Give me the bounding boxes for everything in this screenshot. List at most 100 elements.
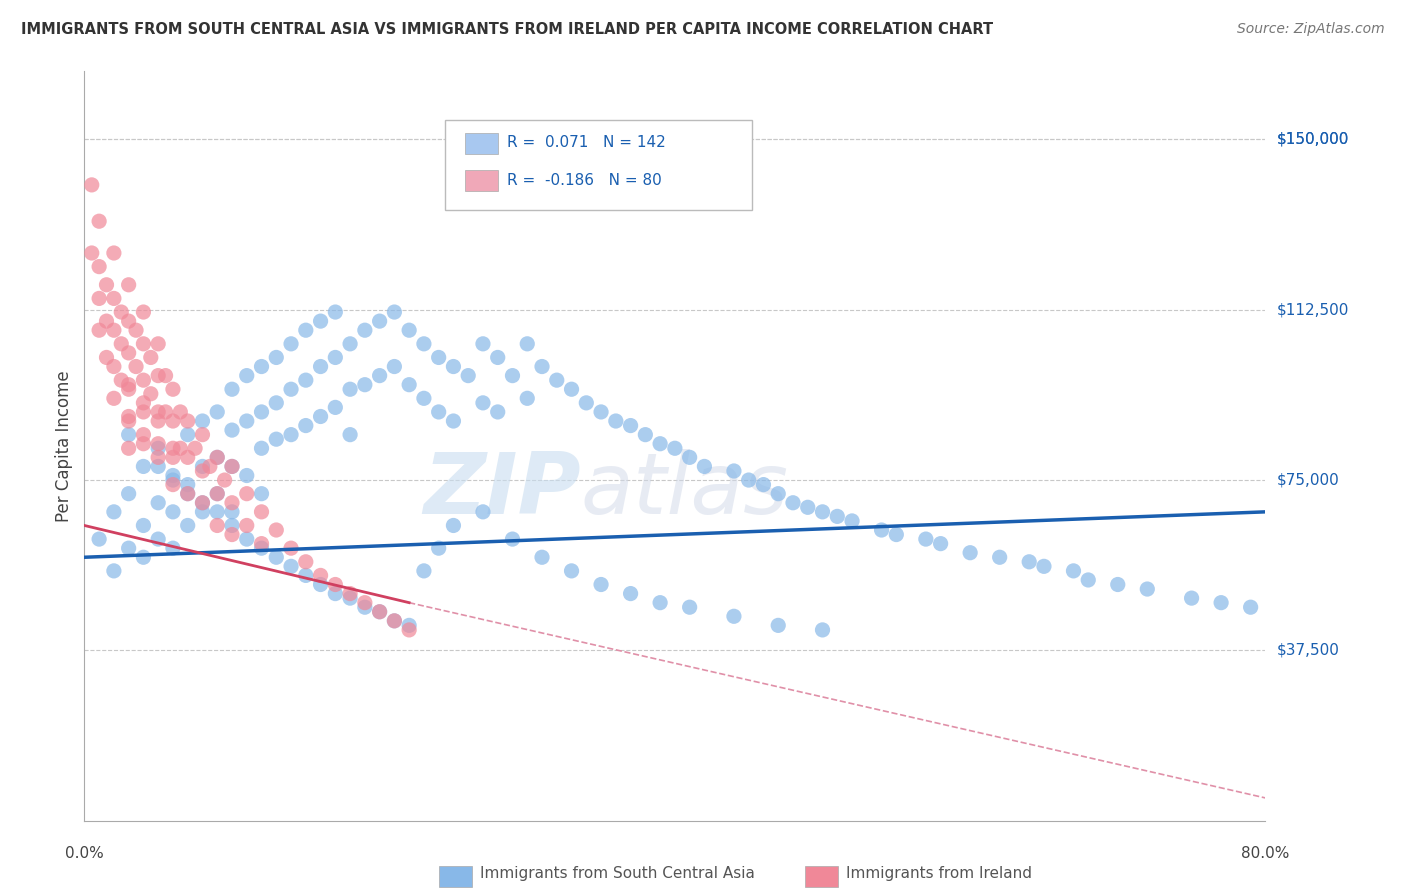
FancyBboxPatch shape — [439, 865, 472, 887]
Point — [169, 405, 191, 419]
Point — [280, 541, 302, 556]
Point — [472, 336, 495, 351]
Text: atlas: atlas — [581, 450, 789, 533]
Point — [191, 496, 214, 510]
Text: Immigrants from South Central Asia: Immigrants from South Central Asia — [479, 865, 755, 880]
Point — [162, 505, 184, 519]
Point — [591, 405, 613, 419]
Point — [148, 442, 170, 456]
Point — [118, 277, 141, 292]
Point — [797, 500, 820, 515]
Point — [870, 523, 893, 537]
Point — [427, 541, 450, 556]
Point — [139, 351, 162, 365]
Point — [221, 505, 243, 519]
Point — [118, 414, 141, 428]
Point — [382, 614, 406, 628]
Point — [191, 505, 214, 519]
Point — [125, 359, 148, 374]
Point — [280, 336, 302, 351]
Point — [207, 505, 229, 519]
Text: Immigrants from Ireland: Immigrants from Ireland — [846, 865, 1032, 880]
Point — [309, 568, 332, 582]
Point — [148, 532, 170, 546]
Point — [191, 496, 214, 510]
Point — [132, 405, 155, 419]
Point — [325, 586, 347, 600]
Point — [309, 409, 332, 424]
Point — [87, 214, 111, 228]
Point — [96, 277, 118, 292]
Point — [413, 564, 436, 578]
Point — [443, 414, 465, 428]
Point — [118, 427, 141, 442]
Point — [148, 336, 170, 351]
Point — [266, 432, 288, 446]
Point — [118, 442, 141, 456]
Point — [177, 486, 200, 500]
Point — [250, 505, 273, 519]
Point — [427, 405, 450, 419]
Point — [413, 392, 436, 406]
Point — [650, 596, 672, 610]
Point — [516, 336, 538, 351]
Point — [148, 496, 170, 510]
Point — [96, 351, 118, 365]
Point — [620, 586, 643, 600]
Point — [398, 323, 420, 337]
Point — [207, 450, 229, 465]
Point — [486, 351, 509, 365]
Point — [80, 246, 103, 260]
Point — [118, 541, 141, 556]
Point — [207, 518, 229, 533]
Point — [87, 532, 111, 546]
Point — [309, 314, 332, 328]
Point — [221, 518, 243, 533]
Point — [162, 382, 184, 396]
Point — [382, 359, 406, 374]
Point — [221, 496, 243, 510]
Point — [309, 359, 332, 374]
Point — [398, 618, 420, 632]
Point — [368, 605, 391, 619]
Point — [561, 564, 583, 578]
Point — [546, 373, 568, 387]
Point — [177, 450, 200, 465]
Point — [221, 459, 243, 474]
Point — [575, 396, 598, 410]
Point — [132, 305, 155, 319]
Point — [132, 459, 155, 474]
Point — [472, 505, 495, 519]
Point — [1033, 559, 1056, 574]
Point — [354, 600, 377, 615]
Point — [110, 373, 132, 387]
Point — [501, 532, 523, 546]
Point — [139, 386, 162, 401]
Text: 80.0%: 80.0% — [1241, 846, 1289, 861]
Point — [959, 546, 981, 560]
Point — [132, 427, 155, 442]
Point — [155, 405, 177, 419]
Point — [184, 442, 207, 456]
Point — [398, 623, 420, 637]
Point — [236, 532, 259, 546]
Point — [886, 527, 908, 541]
Point — [501, 368, 523, 383]
Point — [236, 368, 259, 383]
Point — [280, 559, 302, 574]
Point — [80, 178, 103, 192]
Point — [207, 450, 229, 465]
Point — [155, 368, 177, 383]
Text: $150,000: $150,000 — [1277, 132, 1348, 147]
Point — [148, 436, 170, 450]
Point — [443, 518, 465, 533]
Point — [1240, 600, 1263, 615]
Text: Source: ZipAtlas.com: Source: ZipAtlas.com — [1237, 22, 1385, 37]
Point — [280, 382, 302, 396]
Point — [177, 427, 200, 442]
Point — [782, 496, 804, 510]
Point — [162, 473, 184, 487]
Point — [207, 486, 229, 500]
Point — [118, 314, 141, 328]
Point — [177, 486, 200, 500]
